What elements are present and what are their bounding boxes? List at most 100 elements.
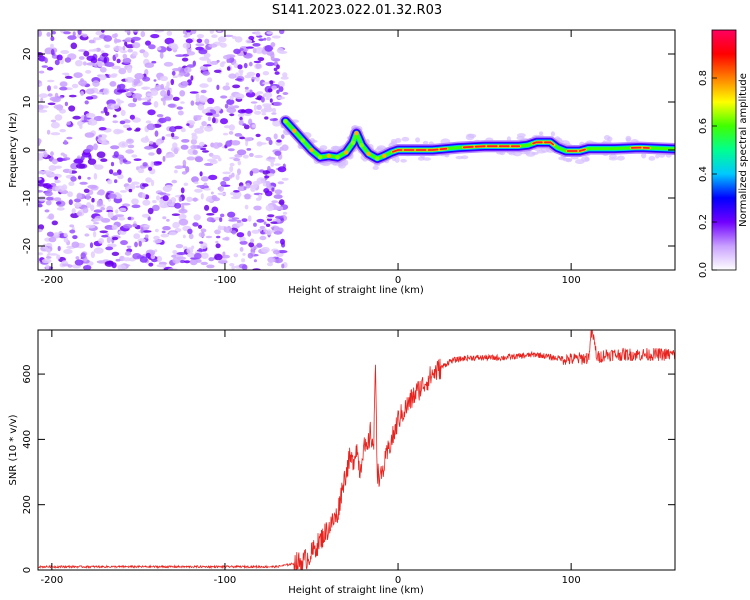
noise-blob	[153, 101, 159, 108]
noise-blob	[118, 67, 127, 75]
x-tick-label: -200	[40, 575, 63, 586]
noise-blob	[134, 73, 145, 80]
noise-blob	[233, 253, 239, 258]
noise-blob	[251, 168, 260, 174]
noise-blob	[227, 148, 235, 152]
x-tick-label: -100	[214, 275, 237, 286]
noise-blob	[133, 158, 142, 161]
noise-blob	[181, 204, 185, 212]
noise-blob	[149, 140, 154, 145]
noise-blob	[133, 233, 141, 240]
noise-blob	[228, 124, 235, 131]
noise-blob	[137, 168, 145, 174]
noise-blob	[156, 147, 162, 155]
noise-blob	[94, 164, 104, 170]
noise-blob	[233, 158, 241, 162]
noise-blob	[120, 190, 127, 193]
noise-blob	[125, 77, 135, 83]
ridge-speckle	[335, 155, 340, 160]
noise-blob	[118, 207, 127, 212]
noise-blob	[281, 134, 285, 139]
noise-blob	[186, 32, 191, 38]
ridge-halo	[517, 133, 526, 138]
y-tick-label: -20	[22, 238, 33, 254]
noise-blob	[46, 129, 51, 135]
y-tick-label: 20	[22, 48, 33, 61]
noise-blob	[256, 218, 265, 223]
noise-blob	[118, 141, 129, 148]
noise-blob	[211, 34, 218, 38]
noise-blob	[45, 256, 52, 259]
noise-blob	[93, 173, 98, 180]
noise-blob	[265, 62, 275, 67]
noise-blob	[125, 92, 132, 97]
noise-blob	[278, 86, 284, 92]
noise-blob	[127, 48, 133, 53]
noise-blob	[98, 134, 103, 138]
noise-blob	[263, 37, 267, 41]
noise-blob	[230, 196, 241, 200]
noise-blob	[162, 195, 169, 202]
noise-blob	[131, 181, 140, 185]
noise-blob	[215, 240, 219, 244]
noise-blob	[248, 89, 253, 94]
noise-blob	[264, 190, 273, 197]
noise-blob	[119, 120, 126, 125]
noise-blob	[60, 152, 65, 156]
noise-blob	[230, 191, 237, 196]
noise-blob	[87, 184, 98, 189]
noise-blob	[145, 234, 149, 239]
noise-blob	[50, 36, 55, 42]
noise-blob	[38, 70, 45, 74]
noise-blob	[269, 80, 274, 85]
noise-blob	[196, 249, 207, 252]
noise-blob	[204, 38, 210, 45]
noise-blob	[174, 165, 184, 169]
noise-blob	[77, 30, 82, 35]
noise-blob	[172, 221, 180, 229]
noise-blob	[140, 30, 146, 38]
noise-blob	[194, 156, 204, 163]
ridge-halo	[539, 131, 544, 136]
noise-blob	[231, 217, 240, 220]
noise-blob	[86, 55, 96, 61]
noise-blob	[51, 31, 56, 35]
noise-blob	[64, 75, 73, 79]
noise-blob	[207, 116, 211, 121]
noise-blob	[137, 238, 146, 243]
noise-blob	[231, 265, 235, 270]
noise-blob	[198, 49, 208, 55]
noise-blob	[252, 184, 258, 188]
noise-blob	[244, 193, 251, 200]
noise-blob	[275, 215, 284, 219]
noise-blob	[210, 191, 214, 195]
noise-blob	[251, 229, 260, 234]
noise-blob	[131, 204, 141, 209]
noise-blob	[272, 107, 277, 113]
noise-blob	[116, 98, 121, 102]
noise-blob	[112, 172, 119, 176]
noise-blob	[248, 61, 253, 67]
noise-blob	[223, 132, 229, 136]
noise-blob	[191, 134, 198, 141]
noise-blob	[271, 200, 278, 204]
noise-blob	[80, 252, 86, 259]
noise-blob	[200, 89, 207, 94]
noise-blob	[237, 168, 241, 175]
noise-blob	[186, 252, 196, 258]
noise-blob	[63, 232, 68, 237]
noise-blob	[243, 62, 248, 69]
noise-blob	[142, 86, 148, 90]
snr-frame	[37, 329, 676, 571]
noise-blob	[242, 253, 246, 256]
noise-blob	[194, 181, 199, 184]
noise-blob	[116, 129, 124, 134]
noise-blob	[215, 243, 221, 249]
noise-blob	[224, 236, 230, 241]
noise-blob	[199, 83, 209, 88]
noise-blob	[245, 91, 256, 98]
noise-blob	[237, 113, 245, 118]
noise-blob	[224, 34, 234, 38]
noise-blob	[78, 175, 82, 180]
noise-blob	[160, 90, 167, 97]
